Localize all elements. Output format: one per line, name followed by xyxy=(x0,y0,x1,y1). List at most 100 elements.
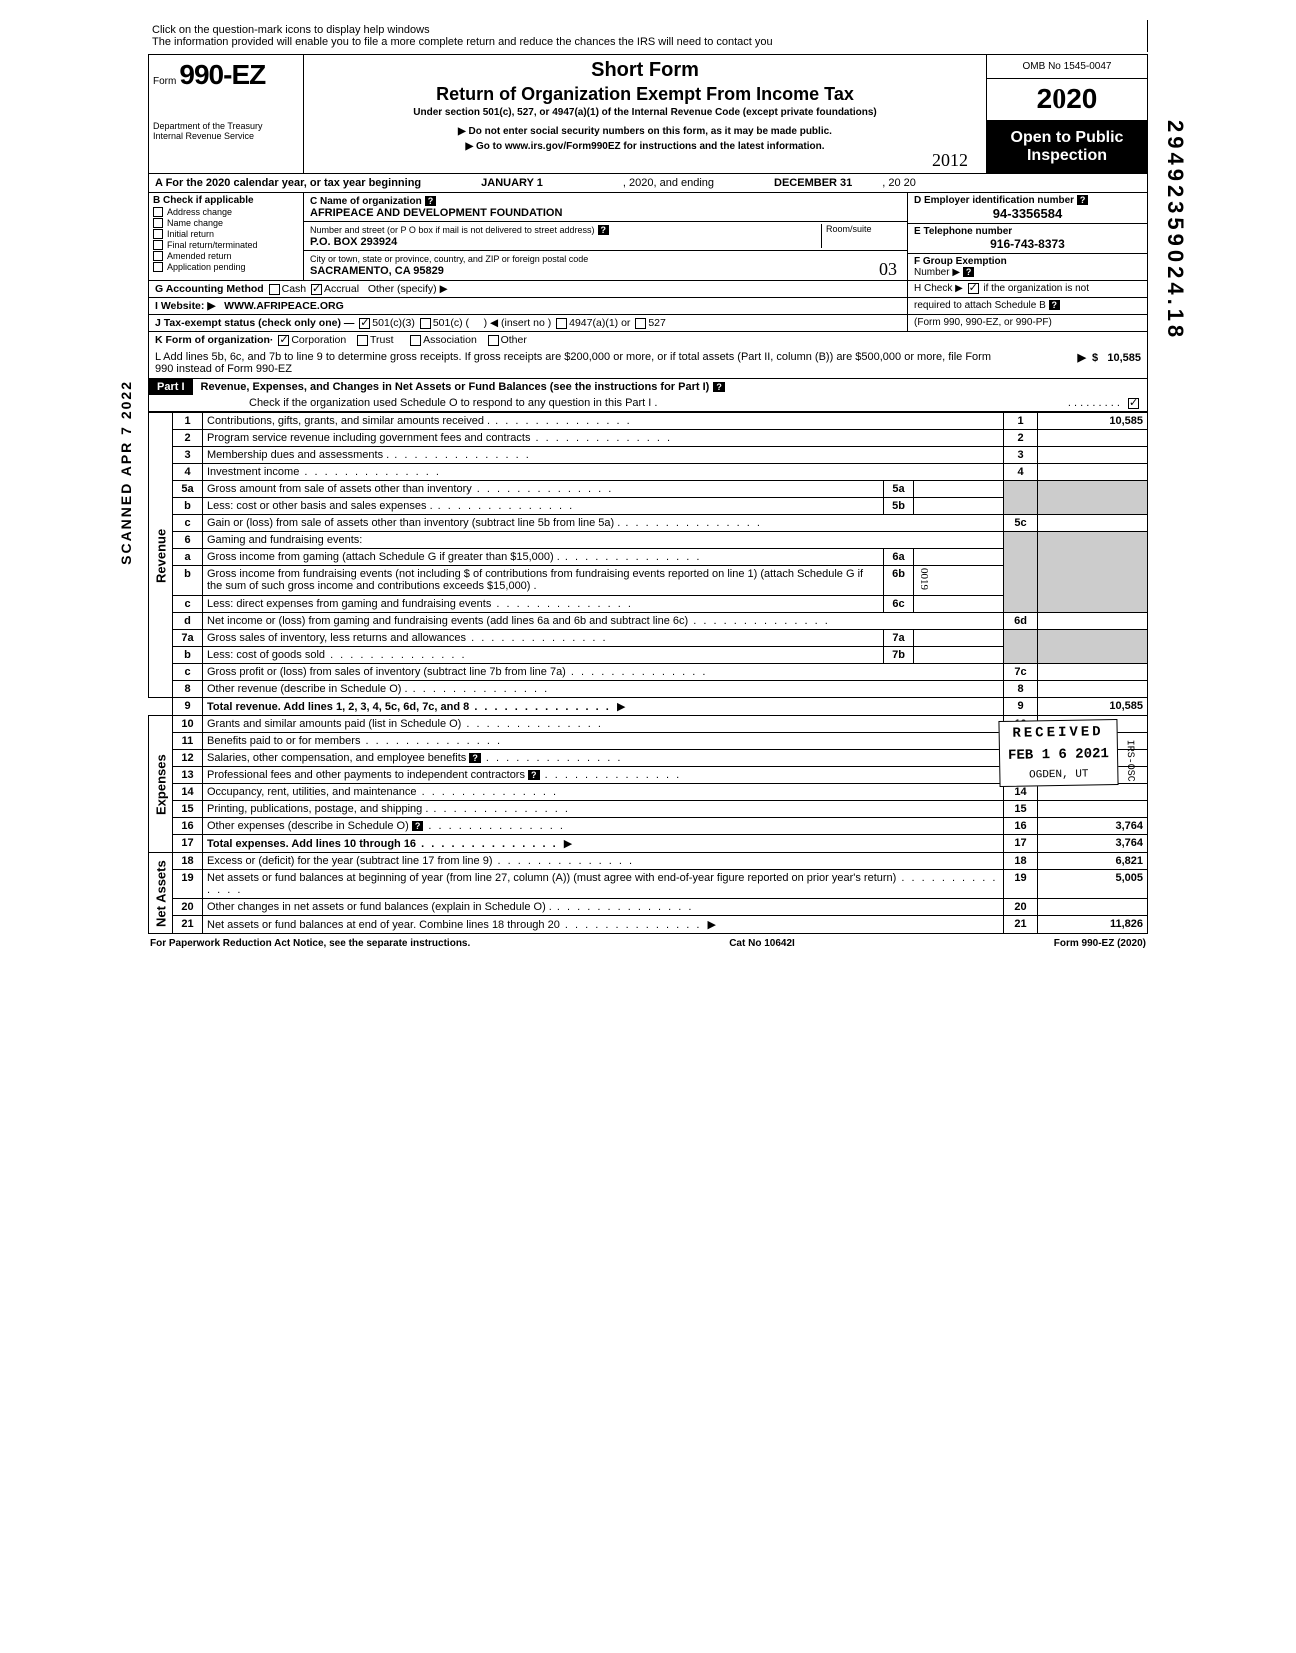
row-j: J Tax-exempt status (check only one) — 5… xyxy=(148,315,1148,332)
footer: For Paperwork Reduction Act Notice, see … xyxy=(148,934,1148,953)
room-label: Room/suite xyxy=(821,224,901,248)
scanned-stamp: SCANNED APR 7 2022 xyxy=(118,380,134,565)
open-public-2: Inspection xyxy=(991,147,1143,165)
short-form-title: Short Form xyxy=(312,59,978,82)
help-icon[interactable]: ? xyxy=(412,821,424,831)
cb-other[interactable] xyxy=(488,335,499,346)
help-icon[interactable]: ? xyxy=(469,753,481,763)
d-label: D Employer identification number xyxy=(914,195,1074,206)
city-label: City or town, state or province, country… xyxy=(310,254,588,264)
row-g: G Accounting Method Cash Accrual Other (… xyxy=(148,281,1148,298)
cb-initial-return[interactable] xyxy=(153,229,163,239)
help-icon[interactable]: ? xyxy=(425,196,437,206)
stamp-date: FEB 1 6 2021 xyxy=(1008,746,1109,764)
i-label: I Website: ▶ xyxy=(155,300,215,312)
cb-final-return[interactable] xyxy=(153,240,163,250)
footer-left: For Paperwork Reduction Act Notice, see … xyxy=(150,938,470,949)
cb-4947[interactable] xyxy=(556,318,567,329)
help-icon[interactable]: ? xyxy=(1049,300,1061,310)
phone: 916-743-8373 xyxy=(914,237,1141,251)
line16-amount: 3,764 xyxy=(1038,818,1148,835)
org-name: AFRIPEACE AND DEVELOPMENT FOUNDATION xyxy=(310,207,562,219)
line21-amount: 11,826 xyxy=(1038,916,1148,934)
part-i-label: Part I xyxy=(149,379,193,395)
row-a-mid: , 2020, and ending xyxy=(623,177,714,189)
cb-schedule-b[interactable] xyxy=(968,283,979,294)
row-a-tail: , 20 20 xyxy=(882,177,916,189)
f-label: F Group Exemption xyxy=(914,256,1007,267)
part-i-check: Check if the organization used Schedule … xyxy=(249,397,657,409)
received-stamp: RECEIVED FEB 1 6 2021 OGDEN, UT IRS-OSC xyxy=(999,719,1119,787)
b-header: B Check if applicable xyxy=(153,195,299,206)
street: P.O. BOX 293924 xyxy=(310,236,397,248)
cb-501c[interactable] xyxy=(420,318,431,329)
cb-amended-return[interactable] xyxy=(153,251,163,261)
stamp-loc: OGDEN, UT xyxy=(1008,768,1109,782)
row-k: K Form of organization· Corporation Trus… xyxy=(148,332,1148,348)
tax-year: 20202020 xyxy=(987,79,1147,121)
goto-link: Go to www.irs.gov/Form990EZ for instruct… xyxy=(312,141,978,152)
form-header: Form 990-EZ Department of the Treasury I… xyxy=(148,54,1148,174)
help-icon[interactable]: ? xyxy=(1077,195,1089,205)
row-a-begin: JANUARY 1 xyxy=(481,177,543,189)
top-instructions: Click on the question-mark icons to disp… xyxy=(148,20,1148,52)
expenses-label: Expenses xyxy=(149,716,173,853)
line9-amount: 10,585 xyxy=(1038,698,1148,716)
cb-assoc[interactable] xyxy=(410,335,421,346)
instr-line2: The information provided will enable you… xyxy=(152,36,1139,48)
part-i-header: Part I Revenue, Expenses, and Changes in… xyxy=(148,379,1148,412)
h-text2: if the organization is not xyxy=(983,283,1089,294)
cb-accrual[interactable] xyxy=(311,284,322,295)
city: SACRAMENTO, CA 95829 xyxy=(310,265,444,277)
cb-corp[interactable] xyxy=(278,335,289,346)
hand-0019: 0019 xyxy=(918,568,930,590)
dept-treasury: Department of the Treasury xyxy=(153,121,299,131)
help-icon[interactable]: ? xyxy=(598,225,610,235)
street-label: Number and street (or P O box if mail is… xyxy=(310,225,594,235)
cb-527[interactable] xyxy=(635,318,646,329)
help-icon[interactable]: ? xyxy=(528,770,540,780)
cb-address-change[interactable] xyxy=(153,207,163,217)
instr-line1: Click on the question-mark icons to disp… xyxy=(152,24,1139,36)
cb-trust[interactable] xyxy=(357,335,368,346)
form-word: Form xyxy=(153,76,176,87)
open-public-1: Open to Public xyxy=(991,129,1143,147)
handwritten-year: 2012 xyxy=(932,150,968,171)
dept-irs: Internal Revenue Service xyxy=(153,131,299,141)
row-a: A For the 2020 calendar year, or tax yea… xyxy=(148,174,1148,193)
cb-schedule-o[interactable] xyxy=(1128,398,1139,409)
cb-cash[interactable] xyxy=(269,284,280,295)
stamp-received: RECEIVED xyxy=(1008,724,1109,742)
l-amount: 10,585 xyxy=(1107,352,1141,364)
line17-amount: 3,764 xyxy=(1038,835,1148,853)
dln-stamp: 29492359024.18 xyxy=(1162,120,1188,341)
h-text3: required to attach Schedule B xyxy=(914,300,1046,311)
cb-application-pending[interactable] xyxy=(153,262,163,272)
row-a-label: A For the 2020 calendar year, or tax yea… xyxy=(155,177,421,189)
j-label: J Tax-exempt status (check only one) — xyxy=(155,317,354,329)
footer-mid: Cat No 10642I xyxy=(729,938,795,949)
part-i-title: Revenue, Expenses, and Changes in Net As… xyxy=(193,381,710,393)
netassets-label: Net Assets xyxy=(149,853,173,934)
c-label: C Name of organization xyxy=(310,196,422,207)
lines-table: Revenue 1 Contributions, gifts, grants, … xyxy=(148,412,1148,934)
ssn-warning: Do not enter social security numbers on … xyxy=(312,126,978,137)
e-label: E Telephone number xyxy=(914,226,1012,237)
g-label: G Accounting Method xyxy=(155,283,264,295)
l-text: L Add lines 5b, 6c, and 7b to line 9 to … xyxy=(155,351,1001,375)
row-l: L Add lines 5b, 6c, and 7b to line 9 to … xyxy=(148,348,1148,379)
line19-amount: 5,005 xyxy=(1038,870,1148,899)
ein: 94-3356584 xyxy=(914,206,1141,221)
h-text1: H Check ▶ xyxy=(914,283,963,294)
cb-name-change[interactable] xyxy=(153,218,163,228)
stamp-irs-osc: IRS-OSC xyxy=(1124,740,1136,782)
help-icon[interactable]: ? xyxy=(963,267,975,277)
row-a-end: DECEMBER 31 xyxy=(774,177,852,189)
section-bcdef: B Check if applicable Address change Nam… xyxy=(148,193,1148,281)
omb-number: OMB No 1545-0047 xyxy=(987,55,1147,79)
revenue-label: Revenue xyxy=(149,413,173,698)
cb-501c3[interactable] xyxy=(359,318,370,329)
help-icon[interactable]: ? xyxy=(713,382,725,392)
f-label2: Number ▶ xyxy=(914,267,960,278)
k-label: K Form of organization· xyxy=(155,334,273,346)
